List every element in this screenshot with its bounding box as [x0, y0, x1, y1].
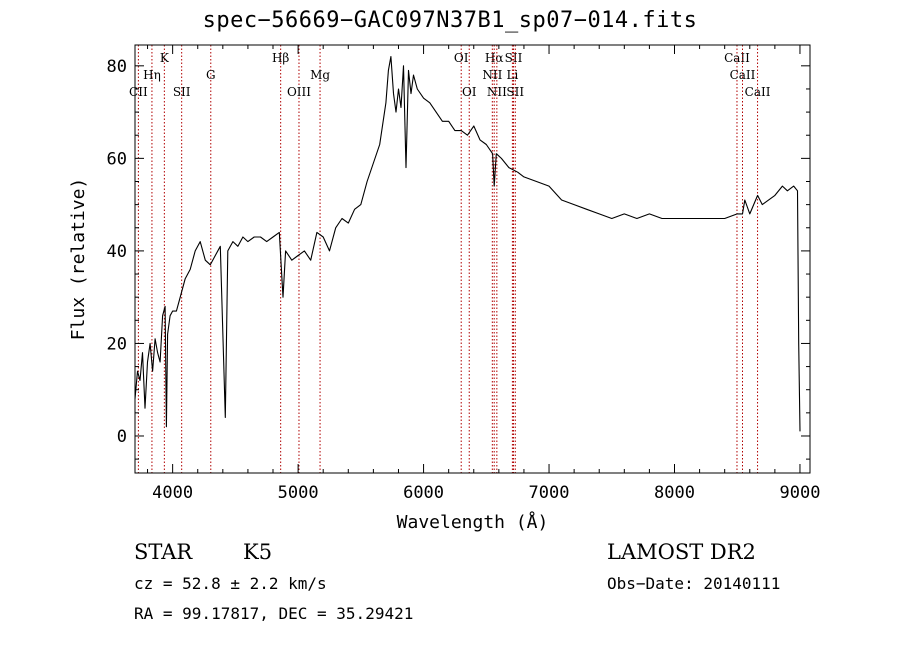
line-label: NII	[487, 85, 507, 99]
y-tick-label: 40	[107, 242, 127, 262]
x-tick-label: 4000	[152, 483, 193, 503]
line-label: SII	[506, 85, 524, 99]
x-tick-label: 5000	[278, 483, 319, 503]
spectrum-line	[134, 56, 801, 432]
line-label: SII	[505, 51, 523, 65]
line-label: CII	[129, 85, 148, 99]
plot-frame	[134, 44, 811, 474]
x-tick-label: 8000	[654, 483, 695, 503]
line-label: G	[206, 68, 216, 82]
line-label: Hβ	[272, 51, 289, 65]
y-tick-label: 80	[107, 57, 127, 77]
chart-title: spec−56669−GAC097N37B1_sp07−014.fits	[202, 8, 698, 33]
y-tick-label: 0	[117, 427, 127, 447]
x-tick-label: 7000	[529, 483, 570, 503]
survey-label: LAMOST DR2	[607, 540, 756, 564]
coordinates-text: RA = 99.17817, DEC = 35.29421	[134, 604, 414, 623]
line-label: Hη	[143, 68, 161, 82]
x-axis-label: Wavelength (Å)	[397, 511, 549, 533]
y-axis-label: Flux (relative)	[68, 178, 89, 341]
x-tick-label: 9000	[779, 483, 820, 503]
line-label: K	[160, 51, 170, 65]
line-label: Hα	[485, 51, 504, 65]
object-class: STAR	[134, 540, 193, 564]
x-tick-label: 6000	[403, 483, 444, 503]
observation-date: Obs−Date: 20140111	[607, 574, 781, 593]
object-subclass: K5	[243, 540, 273, 564]
line-label: Li	[506, 68, 518, 82]
line-label: SII	[173, 85, 191, 99]
line-label: CaII	[724, 51, 750, 65]
y-tick-label: 20	[107, 334, 127, 354]
line-label: Mg	[310, 68, 330, 82]
line-label: CaII	[745, 85, 771, 99]
line-label: OI	[454, 51, 469, 65]
line-label: OI	[462, 85, 477, 99]
line-label: CaII	[730, 68, 756, 82]
y-tick-label: 60	[107, 149, 127, 169]
line-label: OIII	[287, 85, 311, 99]
line-label: NII	[482, 68, 502, 82]
redshift-text: cz = 52.8 ± 2.2 km/s	[134, 574, 327, 593]
